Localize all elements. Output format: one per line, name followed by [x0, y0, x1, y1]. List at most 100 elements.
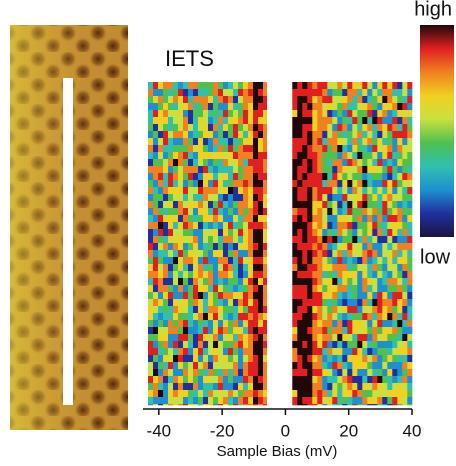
heatmap-cell [193, 257, 199, 265]
heatmap-cell [258, 201, 264, 209]
heatmap-cell [317, 180, 323, 188]
heatmap-cell [188, 208, 194, 216]
heatmap-cell [357, 96, 363, 104]
heatmap-cell [307, 236, 313, 244]
heatmap-cell [258, 292, 264, 300]
heatmap-cell [188, 215, 194, 223]
heatmap-cell [183, 257, 189, 265]
heatmap-cell [153, 236, 159, 244]
heatmap-cell [208, 334, 214, 342]
heatmap-cell [322, 278, 328, 286]
heatmap-cell [168, 243, 174, 251]
heatmap-cell [392, 285, 398, 293]
heatmap-cell [382, 327, 388, 335]
heatmap-cell [362, 271, 368, 279]
heatmap-cell [218, 271, 224, 279]
heatmap-cell [183, 313, 189, 321]
heatmap-cell [183, 320, 189, 328]
heatmap-cell [352, 278, 358, 286]
heatmap-cell [367, 166, 373, 174]
heatmap-cell [238, 243, 244, 251]
heatmap-cell [208, 278, 214, 286]
heatmap-cell [203, 376, 209, 384]
heatmap-cell [392, 124, 398, 132]
heatmap-cell [307, 110, 313, 118]
heatmap-cell [148, 194, 154, 202]
heatmap-cell [193, 376, 199, 384]
heatmap-cell [337, 327, 343, 335]
heatmap-cell [178, 117, 184, 125]
heatmap-cell [347, 320, 353, 328]
heatmap-cell [148, 180, 154, 188]
heatmap-cell [263, 404, 268, 406]
heatmap-cell [387, 250, 393, 258]
heatmap-cell [297, 110, 303, 118]
heatmap-cell [407, 257, 413, 265]
heatmap-cell [163, 89, 169, 97]
heatmap-cell [387, 243, 393, 251]
heatmap-cell [327, 159, 333, 167]
heatmap-cell [213, 278, 219, 286]
heatmap-cell [312, 110, 318, 118]
heatmap-cell [238, 376, 244, 384]
heatmap-cell [258, 271, 264, 279]
heatmap-cell [327, 257, 333, 265]
heatmap-cell [183, 390, 189, 398]
heatmap-cell [158, 285, 164, 293]
heatmap-cell [362, 222, 368, 230]
heatmap-cell [377, 89, 383, 97]
heatmap-cell [407, 264, 413, 272]
heatmap-cell [193, 292, 199, 300]
heatmap-cell [367, 404, 373, 406]
heatmap-cell [238, 131, 244, 139]
heatmap-cell [342, 383, 348, 391]
heatmap-cell [402, 215, 408, 223]
heatmap-cell [362, 82, 368, 90]
heatmap-cell [297, 159, 303, 167]
heatmap-cell [352, 173, 358, 181]
heatmap-cell [317, 313, 323, 321]
heatmap-cell [263, 222, 268, 230]
heatmap-cell [218, 397, 224, 405]
heatmap-cell [238, 236, 244, 244]
heatmap-cell [402, 187, 408, 195]
heatmap-cell [263, 96, 268, 104]
heatmap-cell [178, 334, 184, 342]
heatmap-cell [297, 222, 303, 230]
heatmap-cell [178, 369, 184, 377]
heatmap-cell [148, 215, 154, 223]
heatmap-cell [213, 264, 219, 272]
heatmap-cell [352, 208, 358, 216]
heatmap-cell [158, 187, 164, 195]
heatmap-cell [292, 278, 298, 286]
heatmap-cell [198, 96, 204, 104]
heatmap-cell [367, 306, 373, 314]
heatmap-cell [203, 131, 209, 139]
heatmap-cell [228, 187, 234, 195]
heatmap-cell [372, 201, 378, 209]
heatmap-cell [337, 194, 343, 202]
heatmap-cell [263, 397, 268, 405]
heatmap-cell [163, 82, 169, 90]
heatmap-cell [362, 187, 368, 195]
heatmap-cell [258, 383, 264, 391]
heatmap-cell [307, 334, 313, 342]
heatmap-cell [407, 194, 413, 202]
heatmap-cell [347, 166, 353, 174]
heatmap-cell [292, 187, 298, 195]
heatmap-cell [352, 306, 358, 314]
heatmap-cell [183, 208, 189, 216]
heatmap-cell [248, 82, 254, 90]
heatmap-cell [392, 369, 398, 377]
heatmap-cell [322, 173, 328, 181]
heatmap-cell [243, 404, 249, 406]
heatmap-cell [213, 194, 219, 202]
heatmap-cell [297, 229, 303, 237]
heatmap-cell [367, 173, 373, 181]
heatmap-cell [347, 404, 353, 406]
heatmap-cell [208, 264, 214, 272]
heatmap-cell [148, 201, 154, 209]
heatmap-cell [407, 117, 413, 125]
heatmap-cell [228, 320, 234, 328]
heatmap-cell [208, 306, 214, 314]
